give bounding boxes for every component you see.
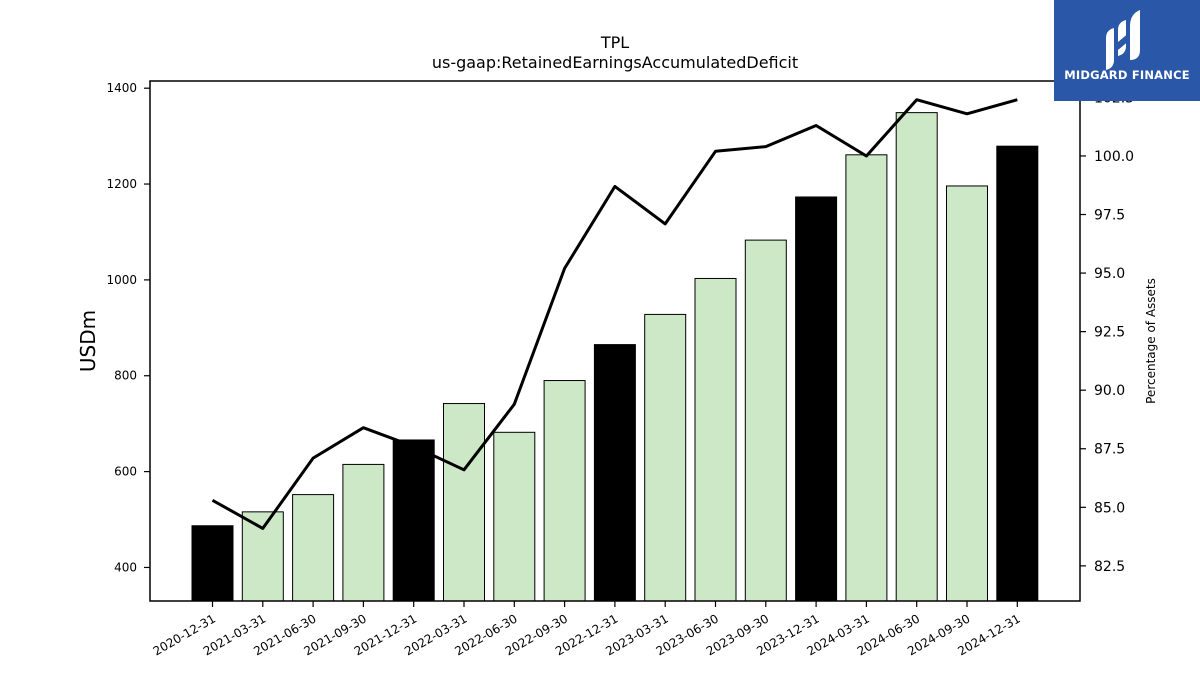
bar-2021-09-30 bbox=[342, 463, 385, 602]
line-layer bbox=[211, 98, 1018, 530]
y-right-tick-label: 97.5 bbox=[1094, 208, 1125, 224]
bar-2021-06-30 bbox=[292, 494, 335, 602]
bar-2021-12-31 bbox=[392, 439, 435, 602]
x-axis: 2020-12-312021-03-312021-06-302021-09-30… bbox=[151, 601, 1023, 658]
y-left-tick-label: 1000 bbox=[106, 273, 137, 287]
plot-frame bbox=[149, 80, 1081, 602]
chart-title: TPL bbox=[600, 33, 629, 52]
bar-2022-12-31 bbox=[593, 344, 636, 602]
bar-2020-12-31 bbox=[191, 525, 234, 602]
logo-mark-icon bbox=[1106, 10, 1140, 70]
y-right-tick-label: 92.5 bbox=[1094, 325, 1125, 341]
bar-2023-03-31 bbox=[644, 313, 687, 602]
y-right-tick-label: 95.0 bbox=[1094, 266, 1125, 282]
y-right-tick-label: 87.5 bbox=[1094, 442, 1125, 458]
y-left-tick-label: 1400 bbox=[106, 81, 137, 95]
y-left-tick-label: 800 bbox=[114, 369, 137, 383]
y-axis-right-label: Percentage of Assets bbox=[1144, 278, 1158, 404]
y-left-tick-label: 1200 bbox=[106, 177, 137, 191]
chart-subtitle: us-gaap:RetainedEarningsAccumulatedDefic… bbox=[432, 53, 798, 72]
logo-text: MIDGARD FINANCE bbox=[1064, 68, 1190, 82]
bar-2021-03-31 bbox=[241, 511, 284, 602]
bar-2022-03-31 bbox=[443, 403, 485, 602]
y-right-tick-label: 90.0 bbox=[1094, 383, 1125, 399]
y-right-tick-label: 82.5 bbox=[1094, 559, 1125, 575]
bar-2022-06-30 bbox=[493, 431, 536, 602]
y-axis-left: 400 600 800 1000 1200 1400 bbox=[106, 81, 150, 574]
y-left-tick-label: 400 bbox=[114, 560, 137, 574]
midgard-finance-logo: MIDGARD FINANCE bbox=[1054, 0, 1200, 101]
bar-2022-09-30 bbox=[543, 380, 586, 602]
bar-2023-06-30 bbox=[694, 277, 737, 602]
y-left-tick-label: 600 bbox=[114, 465, 137, 479]
y-right-tick-label: 100.0 bbox=[1094, 149, 1134, 165]
bar-2023-09-30 bbox=[744, 239, 787, 602]
y-axis-left-label: USDm bbox=[76, 310, 100, 372]
bar-2024-12-31 bbox=[996, 145, 1039, 602]
bar-2024-09-30 bbox=[946, 185, 988, 602]
bar-2024-06-30 bbox=[895, 112, 938, 602]
bar-2023-12-31 bbox=[795, 196, 838, 602]
y-right-tick-label: 85.0 bbox=[1094, 500, 1125, 516]
bar-2024-03-31 bbox=[845, 154, 888, 602]
bars-layer bbox=[191, 112, 1039, 602]
